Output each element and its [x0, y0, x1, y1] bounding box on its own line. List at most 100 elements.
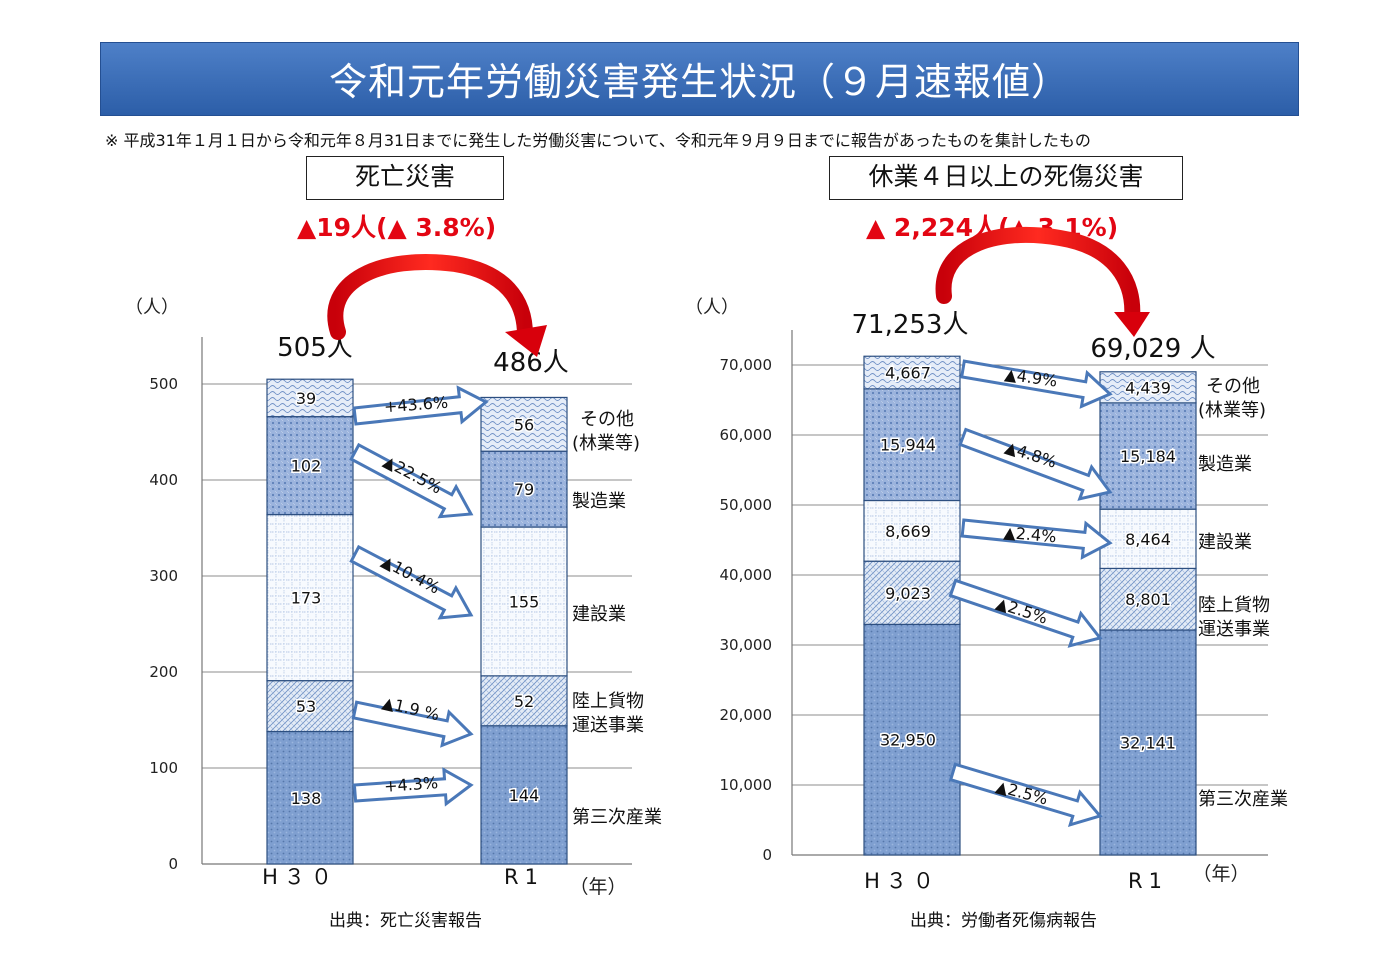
bar-segment — [266, 378, 354, 418]
bar-segment — [863, 623, 961, 856]
bar-value-label: 15,944 — [880, 436, 936, 455]
change-arrow — [958, 427, 1113, 501]
bar-total-label: 71,253人 — [852, 310, 969, 340]
y-unit-label: （人） — [125, 297, 179, 318]
change-arrow-label: +4.3% — [383, 773, 438, 796]
series-label: 製造業 — [572, 491, 626, 512]
change-arrow — [960, 518, 1113, 560]
bar-segment — [480, 675, 568, 727]
change-arrow — [352, 767, 474, 807]
footnote: ※ 平成31年１月１日から令和元年８月31日までに発生した労働災害について、令和… — [105, 131, 1091, 150]
bar-value-label: 155 — [509, 592, 540, 611]
bar-segment — [266, 730, 354, 865]
bar-total-label: 69,029 人 — [1090, 334, 1215, 364]
series-label: 第三次産業 — [572, 807, 662, 828]
change-arrow — [959, 359, 1113, 409]
series-label: 建設業 — [572, 604, 626, 625]
bar-value-label: 56 — [514, 415, 534, 434]
bar-value-label: 4,439 — [1125, 378, 1171, 397]
bar-value-label: 138 — [291, 789, 322, 808]
y-tick-label: 100 — [149, 759, 178, 777]
y-tick-label: 400 — [149, 471, 178, 489]
change-arrow — [352, 385, 489, 426]
title-bar: 令和元年労働災害発生状況（９月速報値） — [100, 42, 1299, 116]
delta-deaths: ▲19人(▲ 3.8%) — [297, 213, 497, 242]
series-label: 陸上貨物運送事業 — [572, 691, 644, 736]
bar-segment — [1099, 371, 1197, 404]
bar-segment — [480, 526, 568, 677]
series-label: 建設業 — [1198, 532, 1252, 553]
bar-segment — [266, 513, 354, 682]
source-deaths: 出典：死亡災害報告 — [329, 911, 482, 931]
bar-value-label: 8,464 — [1125, 530, 1171, 549]
x-category-label: H３０ — [864, 869, 940, 893]
page-title: 令和元年労働災害発生状況（９月速報値） — [328, 60, 1070, 104]
change-arrow — [948, 578, 1103, 648]
series-label: その他(林業等) — [1198, 376, 1266, 421]
y-tick-label: 70,000 — [720, 356, 773, 374]
bar-segment — [863, 560, 961, 625]
bar-value-label: 53 — [296, 697, 316, 716]
bar-total-label: 486人 — [493, 348, 569, 378]
change-arrow-label: ▲2.4% — [1003, 523, 1057, 547]
y-tick-label: 10,000 — [720, 776, 773, 794]
change-arrow-label: ▲2.5% — [994, 776, 1050, 808]
y-tick-label: 50,000 — [720, 496, 773, 514]
chart-deaths: 0100200300400500（人）（年）1385317310239H３０50… — [125, 253, 662, 898]
change-arrow-label: ▲2.5% — [994, 593, 1050, 627]
series-label: 陸上貨物運送事業 — [1198, 595, 1270, 640]
change-arrow — [948, 762, 1103, 828]
y-tick-label: 40,000 — [720, 566, 773, 584]
bar-segment — [863, 388, 961, 502]
y-tick-label: 20,000 — [720, 706, 773, 724]
x-unit-label: （年） — [1192, 863, 1249, 885]
y-tick-label: 500 — [149, 375, 178, 393]
trend-curve-arrowhead — [505, 325, 547, 357]
section-label-injuries: 休業４日以上の死傷災害 — [829, 156, 1183, 200]
trend-curve-arrowhead — [1114, 312, 1150, 337]
bar-value-label: 4,667 — [885, 364, 931, 383]
x-category-label: R1 — [1128, 869, 1168, 893]
y-tick-label: 30,000 — [720, 636, 773, 654]
change-arrow — [349, 442, 474, 519]
bar-value-label: 144 — [509, 786, 540, 805]
y-tick-label: 0 — [762, 846, 772, 864]
change-arrow-label: +43.6% — [383, 393, 448, 416]
x-category-label: R1 — [504, 865, 544, 889]
bar-value-label: 52 — [514, 692, 534, 711]
bar-value-label: 8,669 — [885, 522, 931, 541]
trend-curve-arrow — [327, 253, 533, 343]
change-arrow — [351, 700, 474, 748]
bar-segment — [863, 355, 961, 390]
source-injuries: 出典：労働者死傷病報告 — [910, 911, 1097, 931]
y-tick-label: 300 — [149, 567, 178, 585]
bar-value-label: 9,023 — [885, 584, 931, 603]
bar-value-label: 32,141 — [1120, 734, 1176, 753]
bar-value-label: 8,801 — [1125, 590, 1171, 609]
bar-segment — [480, 450, 568, 528]
bar-value-label: 173 — [291, 589, 322, 608]
bar-value-label: 32,950 — [880, 731, 936, 750]
bar-segment — [1099, 402, 1197, 510]
bar-segment — [266, 680, 354, 733]
y-tick-label: 60,000 — [720, 426, 773, 444]
series-label: 製造業 — [1198, 454, 1252, 475]
bar-segment — [1099, 508, 1197, 570]
x-category-label: H３０ — [262, 865, 338, 889]
x-unit-label: （年） — [569, 876, 626, 898]
trend-curve-arrow — [935, 227, 1141, 326]
bar-value-label: 102 — [291, 457, 322, 476]
bar-segment — [1099, 567, 1197, 631]
bar-segment — [266, 416, 354, 516]
chart-injuries: 0 10,000 20,000 30,000 40,000 50,000 60,000 70,… — [685, 227, 1288, 893]
y-unit-label: （人） — [685, 297, 739, 318]
series-label: 第三次産業 — [1198, 789, 1288, 810]
bar-value-label: 15,184 — [1120, 447, 1176, 466]
bar-segment — [480, 725, 568, 865]
section-label-deaths: 死亡災害 — [306, 156, 504, 200]
bar-segment — [480, 396, 568, 452]
y-tick-label: 0 — [168, 855, 178, 873]
y-tick-label: 200 — [149, 663, 178, 681]
bar-value-label: 79 — [514, 480, 534, 499]
